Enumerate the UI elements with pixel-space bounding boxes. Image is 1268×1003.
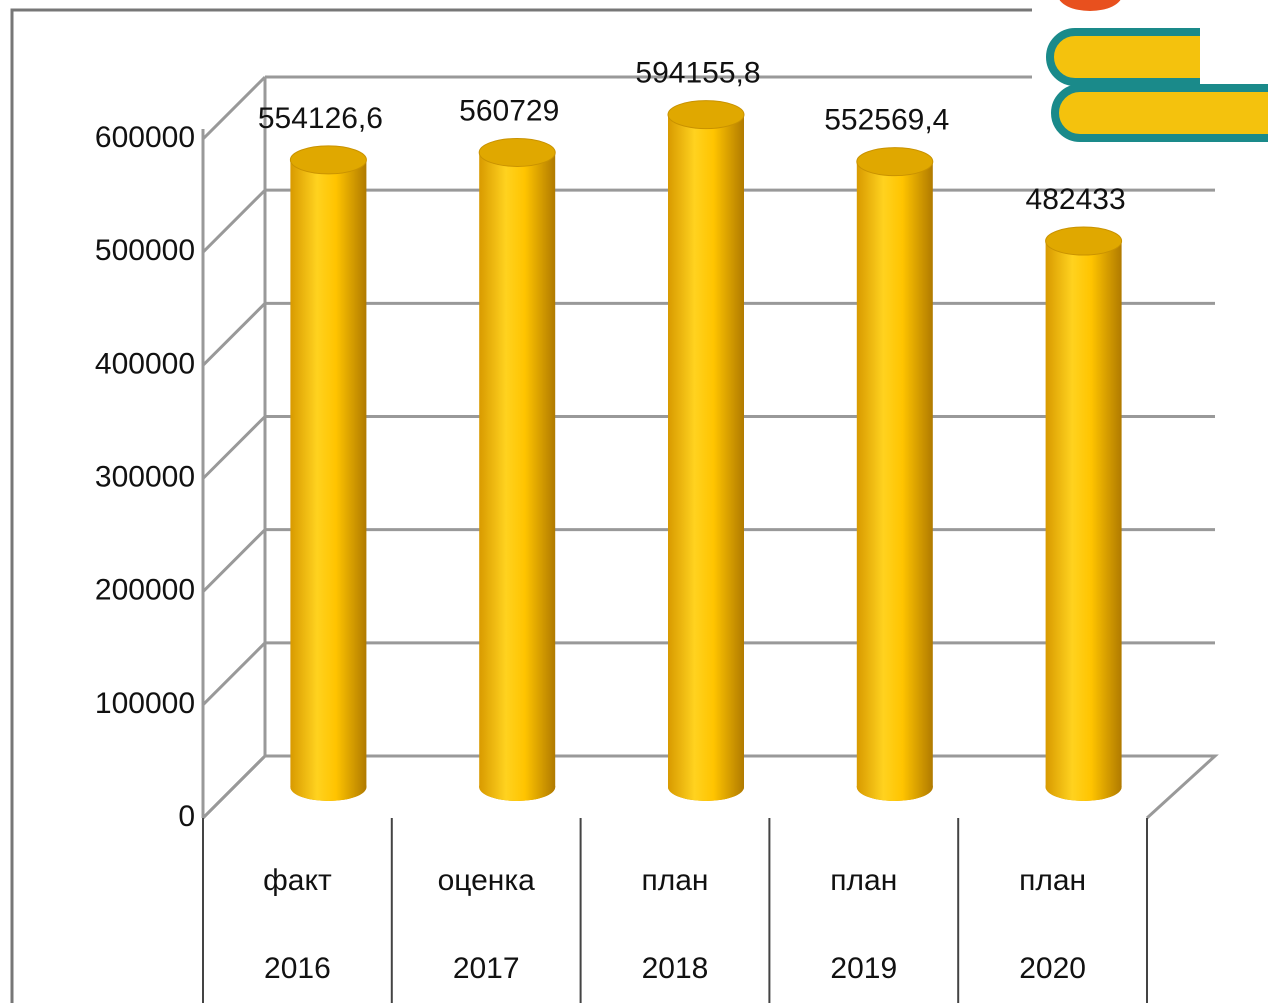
cylinder-bottom-front <box>290 773 367 801</box>
bar <box>668 114 744 787</box>
data-label: 552569,4 <box>824 104 949 137</box>
cylinder-bottom-front <box>668 773 744 801</box>
cylinder-bottom-front <box>479 773 556 801</box>
x-tick-label: план <box>641 864 708 897</box>
bar <box>479 152 556 788</box>
data-label: 594155,8 <box>635 57 760 90</box>
side-grid-line <box>201 189 267 254</box>
y-tick-label: 500000 <box>95 234 195 267</box>
cylinder-top <box>478 137 556 167</box>
x-tick-year: 2017 <box>453 952 520 985</box>
bar <box>856 161 933 787</box>
x-tick-year: 2020 <box>1019 952 1086 985</box>
y-tick-label: 300000 <box>95 460 195 493</box>
plot-area: 0 100000 200000 300000 400000 500000 600000 фак… <box>95 57 1219 1003</box>
data-label: 554126,6 <box>258 102 383 135</box>
data-label: 482433 <box>1026 183 1126 216</box>
y-tick-label: 200000 <box>95 574 195 607</box>
side-grid-line <box>201 528 267 593</box>
data-label: 560729 <box>459 94 559 127</box>
x-tick-year: 2016 <box>264 952 331 985</box>
side-grid-line <box>201 641 267 706</box>
decoration-book <box>1051 84 1268 142</box>
decoration <box>1032 0 1268 150</box>
frame <box>10 8 1050 1003</box>
y-tick-label: 0 <box>178 800 195 833</box>
decoration-book <box>1046 28 1200 86</box>
cylinder-top <box>289 145 367 175</box>
y-tick-label: 100000 <box>95 687 195 720</box>
bar <box>290 159 367 787</box>
bar <box>1045 241 1122 788</box>
x-tick-label: план <box>1019 864 1086 897</box>
side-grid-line <box>201 754 267 820</box>
cylinder-top <box>667 100 745 130</box>
decoration-circle <box>1059 0 1121 11</box>
cylinder-bottom-front <box>1045 773 1122 801</box>
x-tick-year: 2018 <box>642 952 709 985</box>
cylinder-top <box>1045 226 1123 256</box>
cylinder-bottom-front <box>856 773 933 801</box>
x-tick-label: факт <box>263 864 332 897</box>
y-tick-label: 600000 <box>95 121 195 154</box>
cylinder-top <box>856 147 934 177</box>
x-tick-label: оценка <box>438 864 536 897</box>
y-tick-label: 400000 <box>95 347 195 380</box>
side-grid-line <box>201 302 267 367</box>
x-tick-year: 2019 <box>830 952 897 985</box>
x-tick-label: план <box>830 864 897 897</box>
side-grid-line <box>201 75 267 141</box>
side-grid-line <box>201 415 267 480</box>
